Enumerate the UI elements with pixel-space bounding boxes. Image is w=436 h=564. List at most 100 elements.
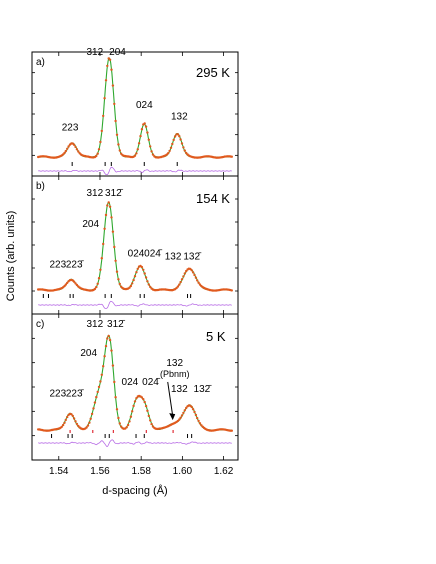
observed-point xyxy=(230,155,233,158)
observed-point xyxy=(90,412,94,416)
peak-label: 312̄ xyxy=(107,319,126,330)
observed-point xyxy=(110,68,113,71)
observed-point xyxy=(147,283,150,286)
observed-point xyxy=(136,267,139,270)
observed-point xyxy=(149,145,152,148)
observed-point xyxy=(180,414,184,417)
observed-point xyxy=(114,396,117,399)
peak-label: 204 xyxy=(109,47,126,58)
observed-point xyxy=(126,423,130,427)
peak-label: 024 xyxy=(122,377,139,388)
observed-point xyxy=(193,273,196,277)
observed-point xyxy=(110,216,113,219)
observed-point xyxy=(108,205,112,208)
observed-point xyxy=(144,404,148,408)
observed-point xyxy=(135,152,138,155)
panel-b-temperature: 154 K xyxy=(196,191,230,206)
peak-label: 312 xyxy=(86,188,103,199)
panel-b-label: b) xyxy=(36,181,45,192)
observed-point xyxy=(75,148,79,151)
observed-point xyxy=(179,138,182,141)
peak-label: 223 xyxy=(49,260,66,271)
observed-point xyxy=(142,268,145,271)
observed-point xyxy=(114,119,117,123)
observed-point xyxy=(143,400,146,404)
observed-series xyxy=(37,57,233,159)
peak-label: 132 xyxy=(171,384,188,395)
observed-point xyxy=(178,135,181,138)
observed-point xyxy=(168,149,171,153)
observed-point xyxy=(102,242,105,246)
annotation-label: 132 xyxy=(166,358,183,369)
observed-point xyxy=(190,269,193,272)
observed-point xyxy=(100,129,104,133)
difference-series xyxy=(38,166,232,175)
difference-series xyxy=(38,300,232,310)
observed-point xyxy=(72,417,76,420)
observed-point xyxy=(128,286,131,289)
observed-point xyxy=(131,410,134,413)
observed-point xyxy=(182,146,185,149)
observed-point xyxy=(115,408,119,411)
x-axis: 1.54 1.56 1.58 1.60 1.62 xyxy=(49,466,234,477)
peak-label: 223̄ xyxy=(66,388,85,399)
observed-point xyxy=(183,149,186,152)
observed-point xyxy=(97,385,101,389)
peak-label: 312 xyxy=(86,319,103,330)
observed-point xyxy=(136,148,139,151)
observed-point xyxy=(108,338,112,342)
difference-series xyxy=(38,439,232,447)
observed-point xyxy=(185,269,188,273)
x-tick-label: 1.60 xyxy=(173,466,193,477)
observed-point xyxy=(115,133,119,136)
panel-a: a) 295 K 223 312 204 024 132 xyxy=(31,47,239,177)
observed-point xyxy=(74,420,77,423)
observed-point xyxy=(169,146,173,149)
x-tick-label: 1.58 xyxy=(131,466,151,477)
observed-point xyxy=(64,283,68,286)
observed-point xyxy=(132,404,135,408)
observed-point xyxy=(120,152,123,155)
observed-point xyxy=(64,418,68,422)
observed-point xyxy=(106,64,109,68)
observed-point xyxy=(93,287,97,291)
observed-point xyxy=(185,406,188,410)
observed-point xyxy=(66,147,69,150)
observed-point xyxy=(95,285,98,289)
observed-point xyxy=(102,365,105,368)
observed-point xyxy=(146,131,149,134)
observed-point xyxy=(179,416,182,419)
observed-point xyxy=(191,408,195,411)
observed-series xyxy=(37,334,233,432)
observed-point xyxy=(137,142,141,145)
observed-point xyxy=(183,272,186,275)
observed-point xyxy=(198,283,202,286)
observed-point xyxy=(106,204,109,207)
observed-point xyxy=(107,334,110,338)
observed-point xyxy=(194,276,198,279)
observed-point xyxy=(197,281,200,284)
observed-point xyxy=(131,282,134,285)
observed-point xyxy=(61,423,65,427)
peak-label: 132 xyxy=(171,111,188,122)
observed-point xyxy=(194,413,198,417)
observed-point xyxy=(143,122,146,125)
observed-point xyxy=(176,133,180,136)
annotation-arrowhead xyxy=(169,413,176,421)
x-tick-label: 1.54 xyxy=(49,466,69,477)
observed-point xyxy=(75,422,79,426)
observed-point xyxy=(103,227,106,230)
annotation-sublabel: (Pbnm) xyxy=(160,369,190,379)
observed-point xyxy=(117,143,120,146)
observed-point xyxy=(128,420,131,423)
observed-point xyxy=(144,125,148,128)
observed-point xyxy=(190,405,193,409)
observed-point xyxy=(144,276,148,279)
observed-point xyxy=(77,424,80,428)
observed-point xyxy=(102,114,105,118)
observed-point xyxy=(200,424,203,427)
observed-point xyxy=(113,380,116,384)
panel-b-plot: 223 223̄ 312 312̄ 204 024 024̄ 132 132̄ xyxy=(32,176,238,314)
observed-point xyxy=(97,277,101,280)
